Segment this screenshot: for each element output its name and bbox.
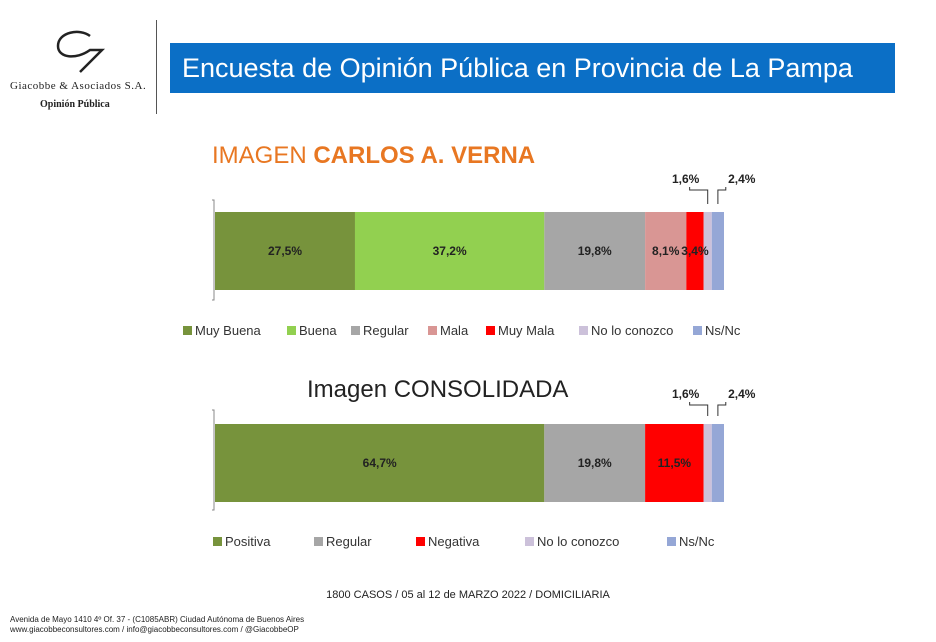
- chart-1-bar-regular: [544, 212, 646, 290]
- chart-1-bar-muy-buena: [215, 212, 355, 290]
- legend-label: Regular: [363, 323, 409, 338]
- chart-1-data-label-4: 3,4%: [681, 244, 709, 258]
- legend-label: Ns/Nc: [705, 323, 741, 338]
- chart-1-legend-item: Muy Mala: [486, 323, 554, 338]
- chart-1-bar-ns-nc: [711, 212, 724, 290]
- legend-label: Muy Buena: [195, 323, 261, 338]
- legend-swatch: [314, 537, 323, 546]
- chart-2-bar-negativa: [645, 424, 704, 502]
- legend-swatch: [213, 537, 222, 546]
- chart-1-bar-buena: [354, 212, 545, 290]
- address-line-2: www.giacobbeconsultores.com / info@giaco…: [10, 625, 299, 634]
- legend-swatch: [351, 326, 360, 335]
- chart-1-callout-line-6: [717, 187, 727, 204]
- chart-1-legend-item: Buena: [287, 323, 337, 338]
- chart-1-data-label-1: 37,2%: [433, 244, 467, 258]
- legend-swatch: [183, 326, 192, 335]
- survey-cases-footer: 1800 CASOS / 05 al 12 de MARZO 2022 / DO…: [326, 589, 610, 601]
- legend-swatch: [525, 537, 534, 546]
- chart-1-bar-muy-mala: [686, 212, 704, 290]
- legend-swatch: [416, 537, 425, 546]
- chart-1-data-label-2: 19,8%: [578, 244, 612, 258]
- chart-2-callout-line-4: [717, 402, 727, 416]
- legend-swatch: [693, 326, 702, 335]
- chart-2-bar-ns-nc: [711, 424, 724, 502]
- legend-label: Ns/Nc: [679, 534, 715, 549]
- chart-2-data-label-2: 11,5%: [658, 456, 692, 470]
- chart-1-legend-item: Muy Buena: [183, 323, 261, 338]
- page-banner-title: Encuesta de Opinión Pública en Provincia…: [170, 43, 895, 93]
- chart-1-legend: Muy Buena Buena Regular Mala Muy Mala No lo c…: [0, 323, 936, 339]
- chart-2-data-label-1: 19,8%: [578, 456, 612, 470]
- chart-2-legend-item: Ns/Nc: [667, 534, 714, 549]
- chart-2-title: Imagen CONSOLIDADA: [307, 376, 569, 403]
- chart-2-callout-label-3: 1,6%: [672, 387, 700, 401]
- chart-1-title: IMAGEN CARLOS A. VERNA: [212, 142, 535, 170]
- chart-2-callout-line-3: [689, 402, 709, 416]
- chart-2-bar-regular: [544, 424, 646, 502]
- chart-2-axis: [212, 409, 215, 511]
- legend-label: Buena: [299, 323, 337, 338]
- legend-swatch: [486, 326, 495, 335]
- address-footer: Avenida de Mayo 1410 4º Of. 37 - (C1085A…: [10, 615, 304, 635]
- chart-2-legend: Positiva Regular Negativa No lo conozco Ns/N…: [0, 534, 936, 550]
- chart-1-callout-label-5: 1,6%: [672, 172, 700, 186]
- legend-swatch: [428, 326, 437, 335]
- chart-1-callout-line-5: [689, 187, 709, 204]
- legend-label: Mala: [440, 323, 469, 338]
- legend-label: Muy Mala: [498, 323, 555, 338]
- address-line-1: Avenida de Mayo 1410 4º Of. 37 - (C1085A…: [10, 615, 305, 624]
- chart-2-legend-item: Negativa: [416, 534, 479, 549]
- chart-2-legend-item: Positiva: [213, 534, 271, 549]
- chart-1-legend-item: Ns/Nc: [693, 323, 740, 338]
- chart-1-bar-mala: [645, 212, 687, 290]
- legend-swatch: [287, 326, 296, 335]
- chart-1-title-bold: CARLOS A. VERNA: [313, 142, 536, 169]
- legend-swatch: [579, 326, 588, 335]
- company-logo: Giacobbe & Asociados S.A. Opinión Públic…: [0, 18, 158, 118]
- logo-subtitle: Opinión Pública: [40, 99, 110, 110]
- logo-swirl-icon: [56, 30, 106, 73]
- chart-1-legend-item: No lo conozco: [579, 323, 673, 338]
- chart-1-legend-item: Mala: [428, 323, 468, 338]
- chart-1-axis: [212, 199, 215, 301]
- chart-1-callout-label-6: 2,4%: [728, 172, 756, 186]
- chart-2-bar-positiva: [215, 424, 545, 502]
- legend-swatch: [667, 537, 676, 546]
- chart-2-bar-no-lo-conozco: [703, 424, 712, 502]
- legend-label: No lo conozco: [537, 534, 620, 549]
- chart-1-data-label-3: 8,1%: [652, 244, 680, 258]
- logo-divider: [156, 20, 157, 114]
- logo-company-name: Giacobbe & Asociados S.A.: [10, 80, 147, 92]
- legend-label: Negativa: [428, 534, 480, 549]
- chart-2-legend-item: Regular: [314, 534, 372, 549]
- chart-1-data-label-0: 27,5%: [268, 244, 302, 258]
- legend-label: Positiva: [225, 534, 271, 549]
- chart-1-legend-item: Regular: [351, 323, 409, 338]
- chart-2-callout-label-4: 2,4%: [728, 387, 756, 401]
- chart-2-legend-item: No lo conozco: [525, 534, 619, 549]
- chart-1-bar-no-lo-conozco: [703, 212, 712, 290]
- chart-1-title-prefix: IMAGEN: [212, 142, 314, 169]
- chart-2-data-label-0: 64,7%: [363, 456, 397, 470]
- legend-label: Regular: [326, 534, 372, 549]
- legend-label: No lo conozco: [591, 323, 674, 338]
